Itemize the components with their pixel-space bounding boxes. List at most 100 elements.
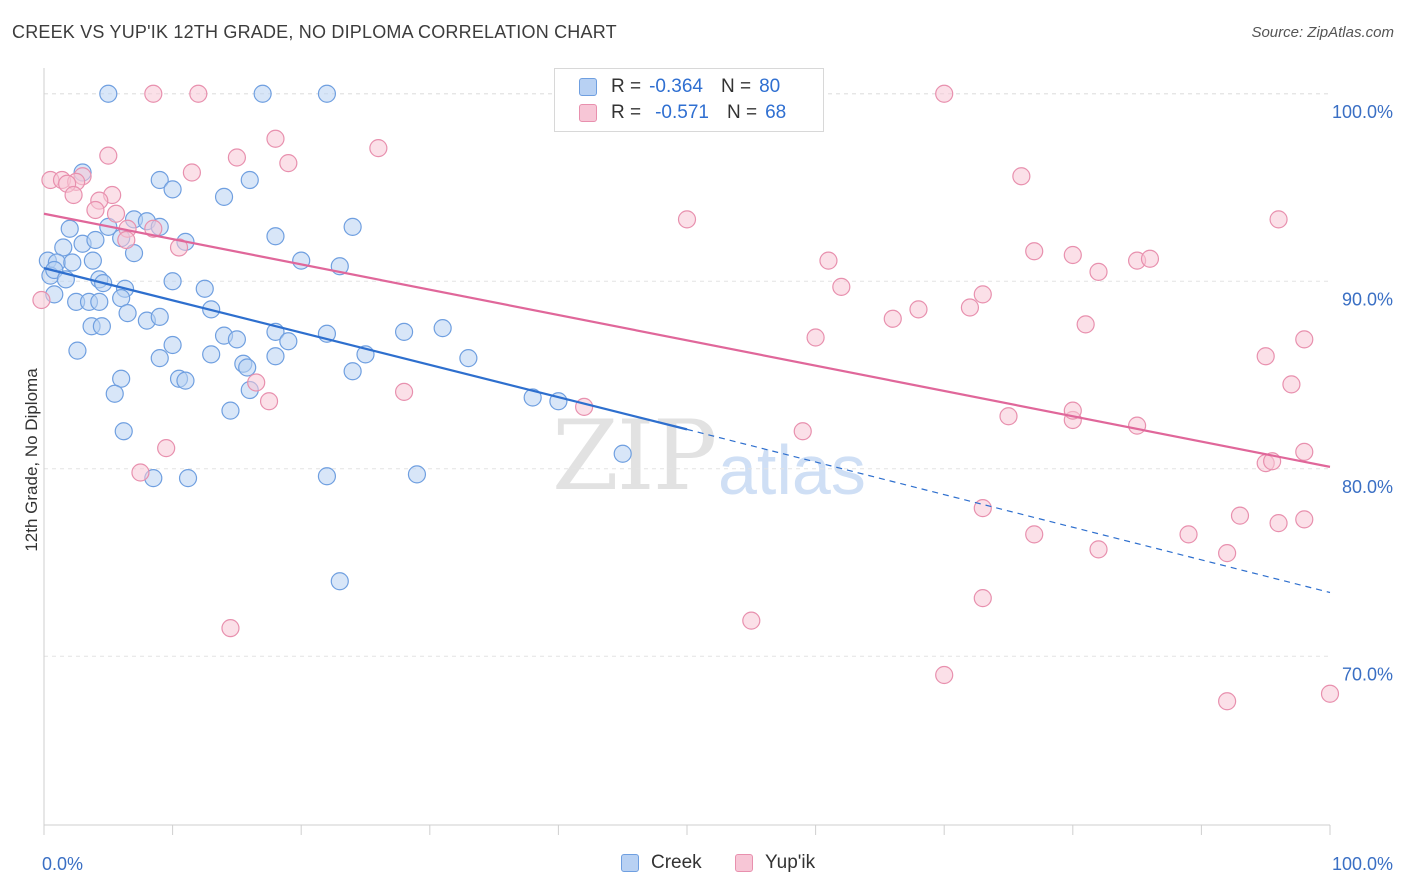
creek-point	[238, 358, 257, 377]
creek-point	[150, 307, 169, 326]
yupik-point	[1012, 167, 1031, 186]
chart-title: CREEK VS YUP'IK 12TH GRADE, NO DIPLOMA C…	[12, 22, 617, 42]
y-tick-label: 70.0%	[1342, 664, 1393, 684]
yupik-point	[973, 285, 992, 304]
creek-point	[523, 388, 542, 407]
creek-point	[279, 332, 298, 351]
yupik-point	[575, 397, 594, 416]
yupik-point	[1179, 525, 1198, 544]
yupik-point	[86, 200, 105, 220]
yupik-point	[1282, 375, 1301, 394]
yupik-point	[1320, 684, 1340, 703]
yupik-r-label: R =	[611, 102, 642, 123]
yupik-point	[394, 382, 414, 401]
yupik-point	[1089, 262, 1108, 281]
creek-point	[343, 217, 362, 236]
creek-point	[221, 401, 240, 420]
tick-labels: 100.0% 90.0% 80.0% 70.0% 0.0% 100.0% 12th Grad…	[22, 102, 1393, 874]
creek-point	[266, 227, 285, 246]
yupik-point	[1230, 506, 1250, 525]
creek-point	[99, 84, 118, 103]
yupik-point	[999, 407, 1018, 426]
y-tick-label: 90.0%	[1342, 289, 1393, 309]
creek-r-value: -0.364	[649, 76, 703, 97]
creek-point	[317, 467, 337, 486]
yupik-point	[973, 589, 992, 608]
creek-r-label: R =	[611, 76, 642, 97]
legend-item-yupik[interactable]: Yup'ik	[735, 852, 815, 874]
creek-n-label: N =	[720, 76, 752, 97]
y-tick-label: 80.0%	[1342, 477, 1393, 497]
yupik-point	[1218, 544, 1237, 563]
yupik-point	[259, 392, 279, 411]
yupik-point	[32, 290, 51, 310]
creek-trend-extension	[686, 428, 1331, 594]
yupik-point	[1269, 210, 1288, 229]
yupik-point	[266, 129, 285, 148]
creek-point	[68, 341, 87, 360]
creek-n-value: 80	[759, 76, 781, 97]
creek-point	[317, 84, 337, 103]
creek-point	[195, 279, 214, 298]
creek-legend-label: Creek	[651, 852, 702, 873]
yupik-point	[973, 499, 992, 518]
yupik-point	[169, 238, 189, 257]
yupik-point	[1218, 692, 1237, 711]
creek-point	[178, 469, 198, 488]
yupik-trend-line	[43, 212, 1331, 468]
yupik-point	[1025, 525, 1044, 544]
yupik-r-value: -0.571	[655, 102, 709, 123]
yupik-point	[99, 146, 118, 165]
yupik-point	[144, 219, 163, 238]
yupik-point	[1295, 510, 1314, 529]
data-points	[32, 84, 1340, 711]
creek-point	[60, 219, 79, 238]
creek-point	[613, 444, 632, 463]
yupik-point	[1025, 242, 1044, 261]
yupik-point	[742, 611, 761, 630]
creek-point	[105, 384, 124, 403]
yupik-n-value: 68	[765, 102, 787, 123]
correlation-legend: R = -0.364 N = 80 R = -0.571 N = 68	[554, 68, 824, 132]
creek-point	[459, 349, 478, 368]
yupik-point	[909, 300, 928, 319]
creek-trend-line	[43, 267, 688, 431]
creek-point	[63, 253, 82, 272]
yupik-point	[1140, 249, 1160, 268]
legend-row-creek: R = -0.364 N = 80	[579, 75, 780, 99]
yupik-point	[221, 619, 240, 638]
yupik-point	[1256, 347, 1275, 366]
trend-lines	[43, 212, 1331, 594]
creek-point	[266, 347, 285, 366]
yupik-point	[819, 251, 838, 270]
y-axis-title: 12th Grade, No Diploma	[22, 368, 41, 552]
yupik-point	[144, 84, 163, 103]
creek-point	[163, 272, 182, 291]
series-legend: Creek Yup'ik	[0, 852, 1406, 878]
creek-point	[227, 330, 246, 349]
creek-point	[92, 317, 111, 336]
yupik-swatch	[579, 104, 597, 122]
creek-point	[407, 465, 427, 484]
yupik-point	[279, 154, 298, 173]
creek-point	[214, 187, 234, 206]
yupik-point	[677, 210, 697, 229]
creek-point	[163, 335, 182, 355]
creek-point	[112, 369, 131, 388]
legend-item-creek[interactable]: Creek	[621, 852, 702, 874]
yupik-point	[793, 422, 812, 441]
yupik-point	[64, 185, 83, 205]
yupik-point	[1295, 442, 1314, 461]
watermark-zip: ZIP	[552, 400, 717, 512]
yupik-point	[227, 148, 246, 167]
yupik-point	[1076, 315, 1095, 334]
creek-point	[118, 304, 137, 323]
yupik-point	[131, 463, 150, 482]
yupik-point	[935, 665, 954, 685]
yupik-point	[157, 439, 176, 458]
x-tick-label-min: 0.0%	[42, 854, 83, 874]
yupik-point	[935, 84, 954, 103]
creek-point	[112, 289, 131, 308]
creek-point	[83, 251, 102, 270]
